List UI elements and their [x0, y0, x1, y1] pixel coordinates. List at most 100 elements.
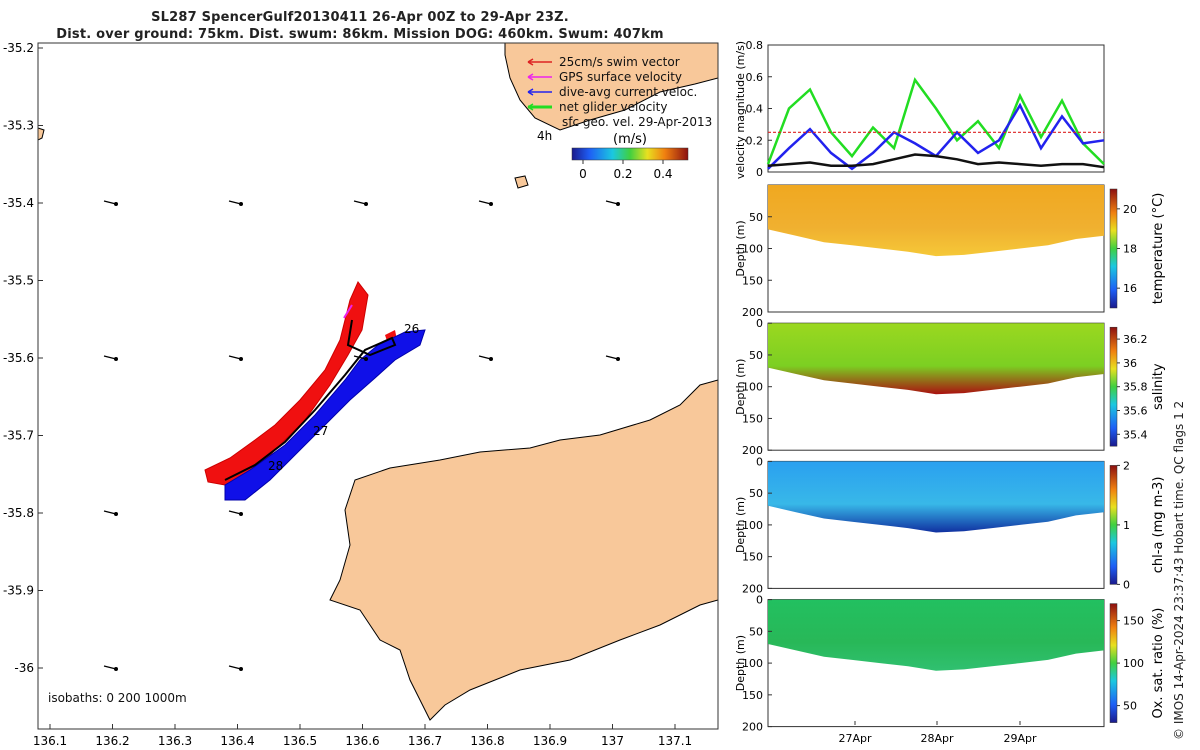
legend-label: GPS surface velocity [559, 70, 682, 84]
legend-label: dive-avg current veloc. [559, 85, 697, 99]
colorbar-tick-label: 2 [1123, 459, 1130, 472]
sfc-vector [478, 355, 492, 360]
map-content: isobaths: 0 200 1000m [38, 43, 718, 721]
y-tick-label: 100 [742, 657, 763, 670]
lat-tick-label: -35.3 [3, 119, 34, 133]
y-tick-label: 0.2 [746, 134, 764, 147]
sfc-vector [228, 200, 242, 205]
day-label: 26 [404, 322, 419, 336]
sfc-vector-head [239, 667, 243, 671]
map-frame [37, 42, 719, 730]
legend-label: 25cm/s swim vector [559, 55, 680, 69]
y-axis-label: Depth (m) [734, 220, 747, 276]
sfc-vector-head [489, 357, 493, 361]
sfc-vector-head [616, 357, 620, 361]
legend-arrowhead [527, 58, 534, 66]
legend-label: sfc geo. vel. 29-Apr-2013 [562, 115, 712, 129]
colorbar-tick-label: 100 [1123, 657, 1144, 670]
sfc-vector-head [114, 512, 118, 516]
colorbar-label: chl-a (mg m-3) [1151, 477, 1166, 574]
sfc-vector [228, 355, 242, 360]
sfc-vector-head [239, 357, 243, 361]
y-tick-label: 100 [742, 519, 763, 532]
blue-current-vectors [224, 329, 426, 501]
legend-label: net glider velocity [559, 100, 667, 114]
y-tick-label: 0.6 [746, 71, 764, 84]
sfc-vector [605, 355, 619, 360]
time-tick-label: 28Apr [920, 732, 954, 745]
glider-track [224, 319, 397, 481]
y-axis-label: Depth (m) [734, 635, 747, 691]
sfc-vector-head [364, 202, 368, 206]
y-tick-label: 0 [756, 166, 763, 179]
lat-tick-label: -35.4 [3, 196, 34, 210]
colorbar-tick-label: 150 [1123, 615, 1144, 628]
y-tick-label: 150 [742, 412, 763, 425]
depth-section-fill [768, 461, 1104, 533]
lon-tick-label: 136.7 [408, 734, 442, 748]
chart-title: SL287 SpencerGulf20130411 26-Apr 00Z to … [151, 10, 569, 25]
lat-tick-label: -35.9 [3, 584, 34, 598]
islet-west [38, 127, 45, 141]
depth-panel: 50 100 150 200 Depth (m) 16 18 20 temperature (°… [734, 184, 1166, 319]
depth-panel: 0 50 100 150 200 Depth (m) 35.4 35.6 35.8 36 36.2 s… [734, 317, 1166, 457]
speed-colorbar-ticks: 0 0.2 0.4 [579, 160, 673, 181]
land-south [329, 379, 718, 721]
lat-tick-label: -35.6 [3, 351, 34, 365]
lon-tick-label: 136.2 [95, 734, 129, 748]
depth-section-fill [768, 185, 1104, 257]
credit-text: © IMOS 14-Apr-2024 23:37:43 Hobart time.… [1172, 400, 1186, 740]
map-axes: 136.1 136.2 136.3 136.4 136.5 136.6 136.7 136.8… [3, 41, 692, 748]
colorbar [1109, 188, 1118, 309]
y-tick-label: 200 [742, 721, 763, 734]
sfc-vector [103, 355, 117, 360]
y-tick-label: 0.8 [746, 39, 764, 52]
sfc-vector [353, 200, 367, 205]
day-label: 4h [537, 129, 552, 143]
colorbar-tick-label: 35.8 [1123, 381, 1148, 394]
depth-section-fill [768, 599, 1104, 671]
map-panel: isobaths: 0 200 1000m 136.1 136.2 136.3 136… [3, 41, 719, 748]
colorbar-label: temperature (°C) [1151, 193, 1166, 305]
legend-arrowhead [527, 73, 534, 81]
y-tick-label: 0.4 [746, 103, 764, 116]
y-tick-label: 50 [749, 349, 763, 362]
sfc-vector [478, 200, 492, 205]
y-axis-label: Depth (m) [734, 497, 747, 553]
y-tick-label: 0 [756, 317, 763, 330]
lon-tick-label: 136.1 [33, 734, 67, 748]
y-tick-label: 100 [742, 243, 763, 256]
colorbar-label: salinity [1151, 363, 1166, 410]
colorbar-tick-label: 18 [1123, 243, 1137, 256]
lon-tick-label: 137 [601, 734, 624, 748]
lat-tick-label: -35.8 [3, 506, 34, 520]
y-tick-label: 100 [742, 381, 763, 394]
colorbar-tick-label: 50 [1123, 700, 1137, 713]
y-tick-label: 200 [742, 444, 763, 457]
lon-tick-label: 137.1 [658, 734, 692, 748]
colorbar [1109, 603, 1118, 723]
y-tick-label: 150 [742, 689, 763, 702]
y-axis-label: velocity magnitude (m/s) [734, 41, 747, 179]
land-north [504, 43, 718, 131]
day-label: 27 [313, 424, 328, 438]
lon-tick-label: 136.8 [470, 734, 504, 748]
colorbar-tick-label: 1 [1123, 519, 1130, 532]
sfc-vector [103, 200, 117, 205]
colorbar-tick-label: 35.6 [1123, 405, 1148, 418]
lon-tick-label: 136.6 [345, 734, 379, 748]
sfc-vector [228, 665, 242, 670]
sfc-vector-head [114, 202, 118, 206]
lat-tick-label: -35.2 [3, 41, 34, 55]
sfc-vector [103, 510, 117, 515]
sfc-vector [228, 510, 242, 515]
time-axis: 27Apr 28Apr 29Apr [838, 721, 1037, 745]
colorbar-tick-label: 16 [1123, 282, 1137, 295]
colorbar [1109, 326, 1118, 447]
y-tick-label: 150 [742, 551, 763, 564]
lon-tick-label: 136.3 [158, 734, 192, 748]
lon-tick-label: 136.5 [283, 734, 317, 748]
